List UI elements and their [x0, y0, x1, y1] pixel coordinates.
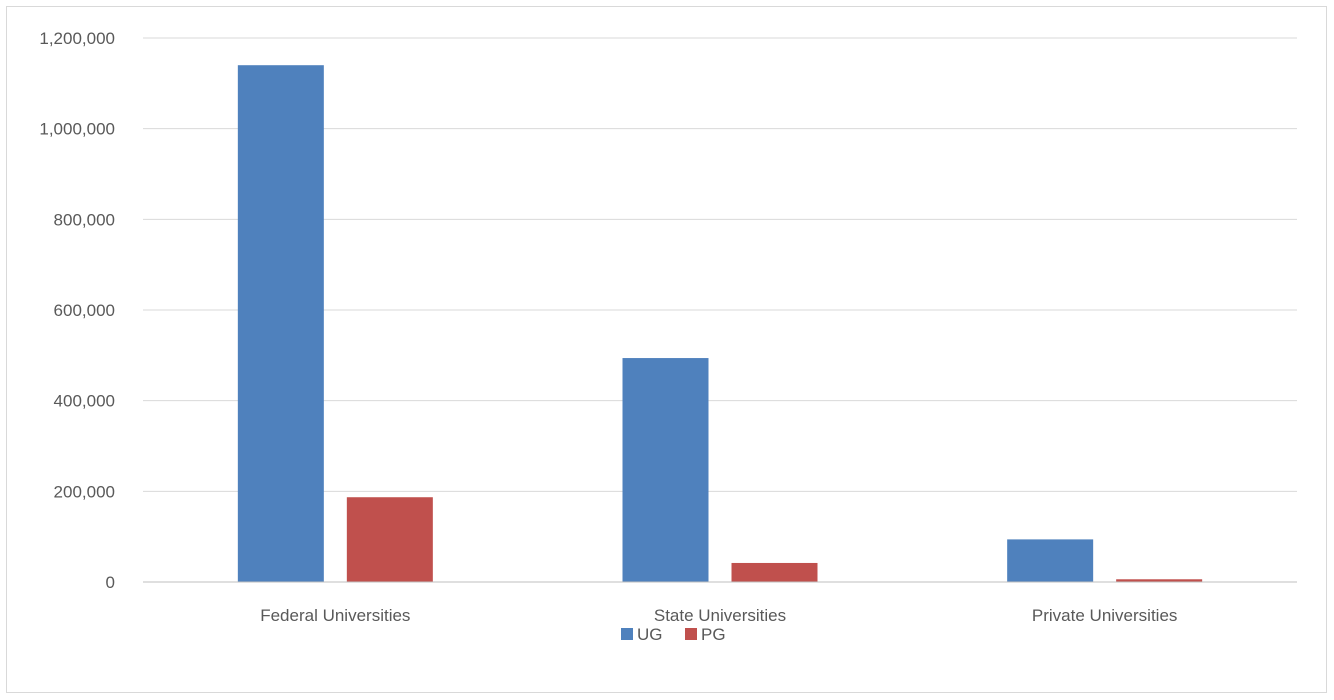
legend-label-pg: PG [701, 625, 726, 644]
y-tick-label: 0 [106, 573, 115, 592]
y-tick-label: 600,000 [54, 301, 115, 320]
bar-ug [238, 65, 324, 582]
y-tick-label: 200,000 [54, 482, 115, 501]
bar-pg [347, 497, 433, 582]
legend-swatch-ug [621, 628, 633, 640]
bar-ug [1007, 539, 1093, 582]
legend-swatch-pg [685, 628, 697, 640]
x-tick-label: Federal Universities [260, 606, 410, 625]
x-tick-label: Private Universities [1032, 606, 1178, 625]
legend-label-ug: UG [637, 625, 663, 644]
bar-pg [732, 563, 818, 582]
x-tick-label: State Universities [654, 606, 786, 625]
y-tick-label: 800,000 [54, 210, 115, 229]
y-tick-label: 1,200,000 [39, 29, 115, 48]
y-tick-label: 400,000 [54, 392, 115, 411]
bar-ug [623, 358, 709, 582]
y-tick-label: 1,000,000 [39, 120, 115, 139]
